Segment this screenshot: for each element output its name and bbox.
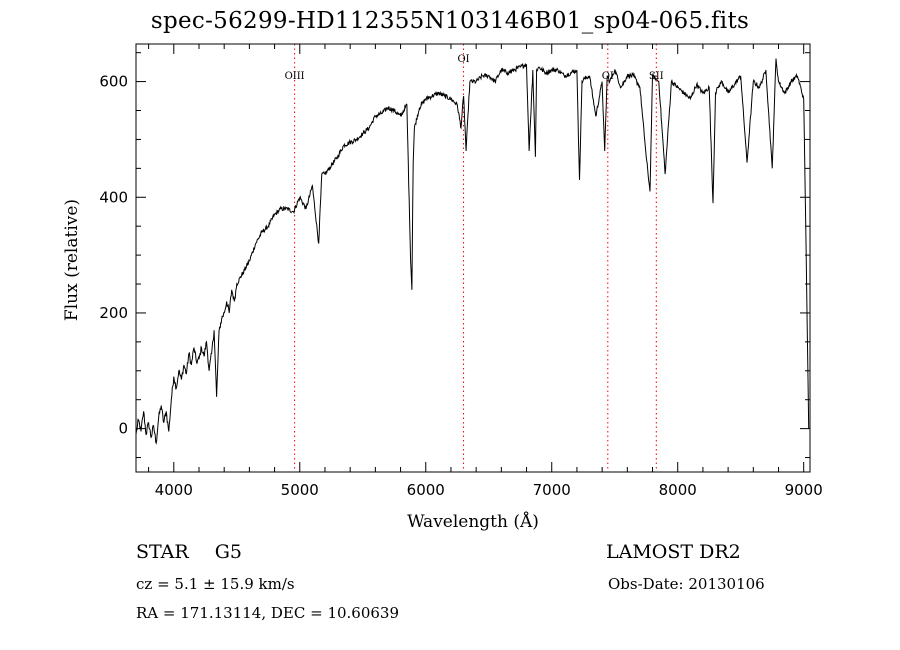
redshift-label: cz = 5.1 ± 15.9 km/s — [136, 575, 295, 593]
obs-date-label: Obs-Date: 20130106 — [608, 575, 765, 593]
y-tick-label: 200 — [99, 304, 128, 322]
spectrum-series — [135, 58, 810, 445]
x-axis-label: Wavelength (Å) — [407, 512, 539, 532]
line-marker-label-3: SII — [649, 71, 664, 82]
y-axis-label: Flux (relative) — [62, 198, 82, 322]
axis-ticks: 4000 5000 6000 7000 8000 9000 0 200 400 600 — [99, 44, 823, 499]
spectrum-line — [135, 58, 810, 445]
object-class-label: STAR G5 — [136, 541, 242, 563]
y-tick-label: 400 — [99, 188, 128, 206]
y-tick-label: 0 — [118, 420, 128, 438]
x-tick-label: 7000 — [533, 481, 571, 499]
x-tick-label: 6000 — [407, 481, 445, 499]
y-tick-label: 600 — [99, 73, 128, 91]
x-tick-label: 9000 — [785, 481, 823, 499]
plot-frame — [135, 43, 811, 473]
x-tick-label: 8000 — [659, 481, 697, 499]
coordinates-label: RA = 171.13114, DEC = 10.60639 — [136, 604, 400, 622]
line-marker-label-0: OIII — [285, 71, 305, 82]
line-marker-label-1: OI — [457, 54, 469, 65]
survey-label: LAMOST DR2 — [606, 541, 741, 563]
x-tick-label: 4000 — [155, 481, 193, 499]
chart-title: spec-56299-HD112355N103146B01_sp04-065.f… — [150, 8, 750, 34]
x-tick-label: 5000 — [281, 481, 319, 499]
